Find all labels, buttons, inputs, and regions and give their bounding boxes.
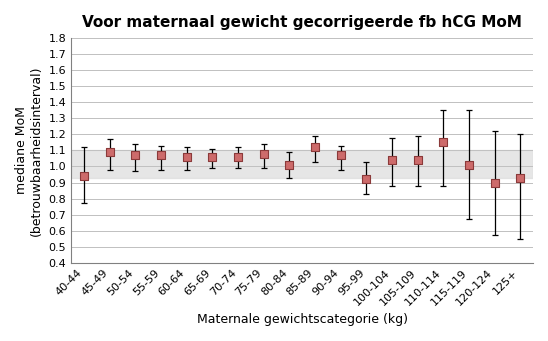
Point xyxy=(105,149,114,155)
Point xyxy=(516,175,524,180)
Point xyxy=(362,177,370,182)
Point xyxy=(259,151,268,157)
Point xyxy=(157,152,165,158)
Point xyxy=(182,154,191,160)
Bar xyxy=(71,150,533,178)
Point xyxy=(233,154,242,160)
Point xyxy=(439,140,448,145)
Point xyxy=(336,152,345,158)
Y-axis label: mediane MoM
(betrouwbaarheidsinterval): mediane MoM (betrouwbaarheidsinterval) xyxy=(15,65,43,236)
Point xyxy=(311,145,319,150)
Point xyxy=(79,173,88,179)
Point xyxy=(490,180,499,185)
Point xyxy=(131,152,140,158)
X-axis label: Maternale gewichtscategorie (kg): Maternale gewichtscategorie (kg) xyxy=(197,313,408,326)
Point xyxy=(413,157,422,163)
Point xyxy=(208,154,216,160)
Point xyxy=(465,162,473,167)
Point xyxy=(387,157,396,163)
Title: Voor maternaal gewicht gecorrigeerde fb hCG MoM: Voor maternaal gewicht gecorrigeerde fb … xyxy=(82,15,522,30)
Point xyxy=(285,162,294,167)
